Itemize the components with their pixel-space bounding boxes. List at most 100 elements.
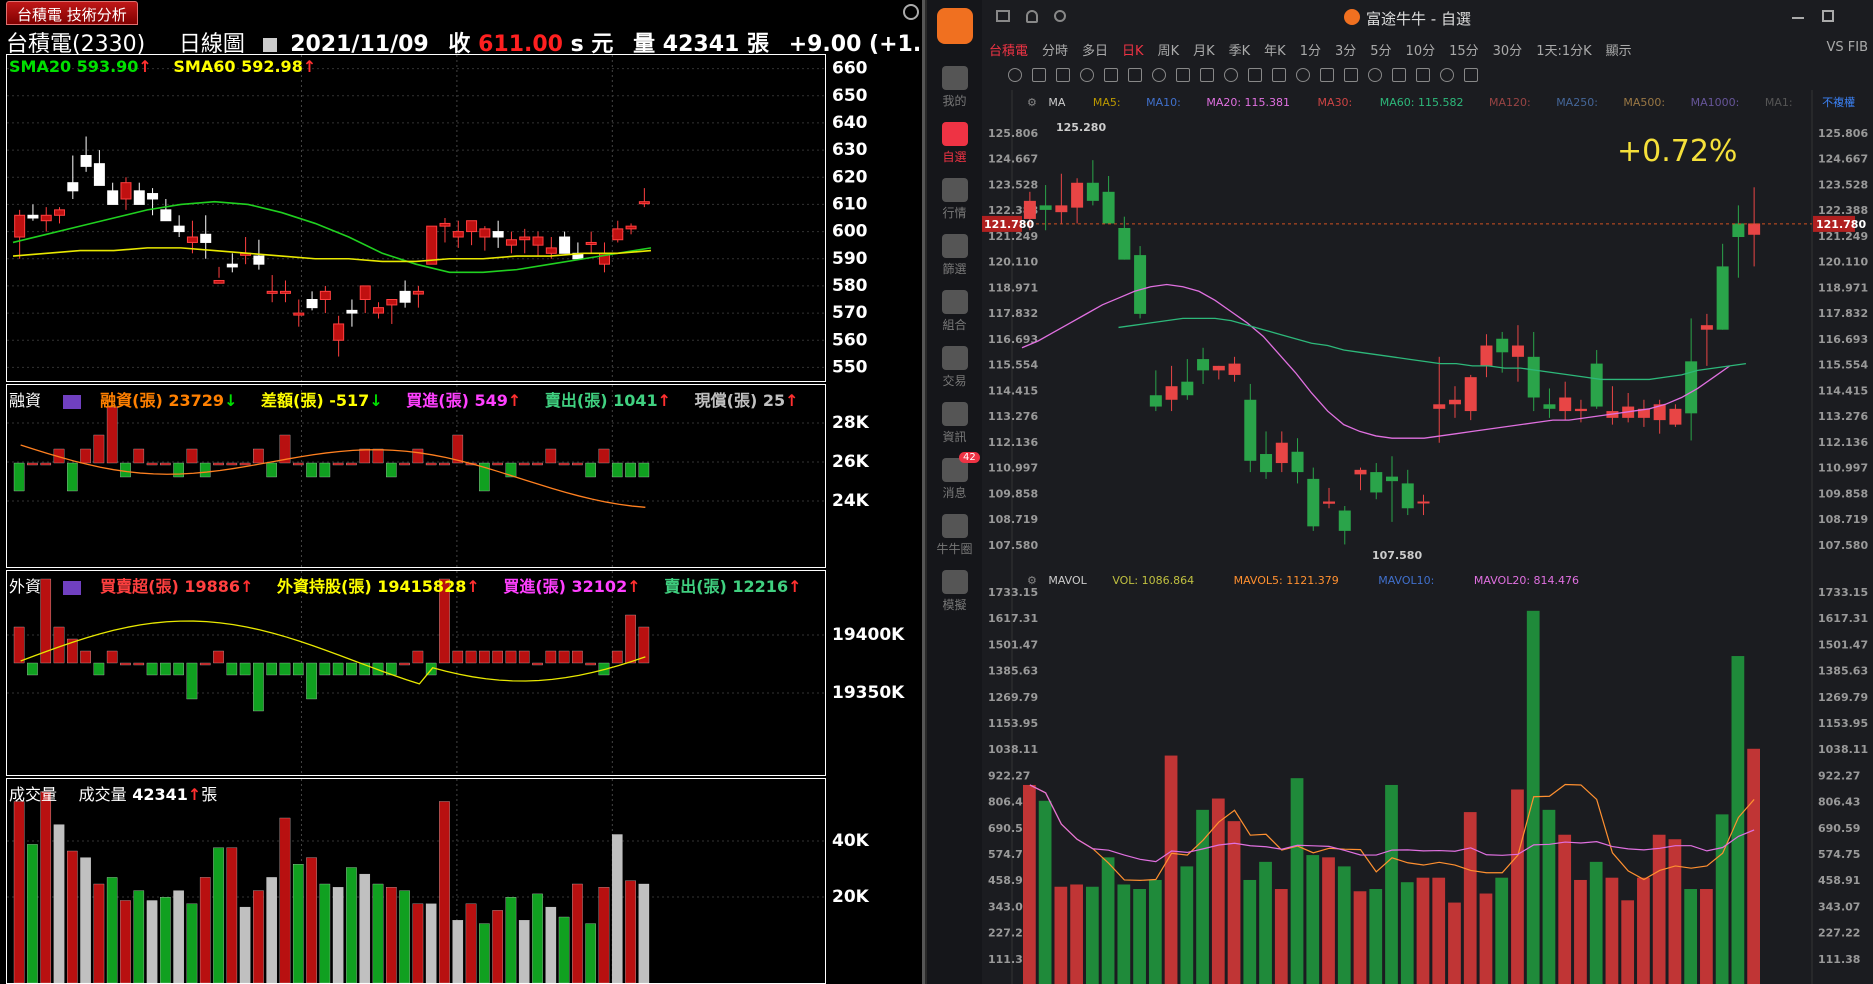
volume-bar	[1416, 877, 1430, 984]
nav-item-4[interactable]: 組合	[927, 290, 982, 333]
bar	[638, 626, 650, 664]
period-tab[interactable]: 3分	[1334, 44, 1357, 59]
nav-item-1[interactable]: 自選	[927, 122, 982, 165]
list-icon[interactable]	[62, 580, 81, 595]
volume-pane: 成交量 成交量 42341↑張	[6, 778, 826, 984]
bar	[253, 662, 264, 712]
draw-tool-icon[interactable]	[1200, 68, 1214, 82]
volume-bar	[1511, 789, 1524, 984]
draw-tool-icon[interactable]	[1008, 68, 1022, 82]
draw-tool-icon[interactable]	[1224, 68, 1238, 82]
volume-legend: 成交量 成交量 42341↑張	[9, 781, 217, 805]
y-tick-label-right: 125.806	[1818, 127, 1868, 140]
period-tab[interactable]: 1天:1分K	[1536, 44, 1592, 59]
tab-tech-analysis[interactable]: 台積電 技術分析	[6, 1, 138, 25]
candle-body	[1134, 255, 1147, 314]
bar	[40, 462, 52, 466]
period-tab[interactable]: 10分	[1405, 44, 1436, 59]
bar	[213, 650, 224, 664]
futu-panel: 我的 自選 行情 篩選 組合 交易 資訊 消息 42 牛牛圈 模擬 富途牛牛 - 自選 台積電 分時多…	[925, 0, 1873, 984]
volume-bar	[1180, 866, 1194, 984]
margin-buy-label: 買進(張)	[406, 391, 469, 410]
bell-icon[interactable]	[1026, 10, 1038, 23]
period-tab[interactable]: 30分	[1492, 44, 1523, 59]
draw-tool-icon[interactable]	[1416, 68, 1430, 82]
vs-compare[interactable]: VS FIB	[1826, 40, 1868, 55]
period-tab[interactable]: 分時	[1042, 44, 1069, 59]
nav-item-6[interactable]: 資訊	[927, 402, 982, 445]
draw-tool-icon[interactable]	[1272, 68, 1286, 82]
draw-tool-icon[interactable]	[1152, 68, 1166, 82]
candle-body	[492, 231, 504, 238]
nav-item-2[interactable]: 行情	[927, 178, 982, 221]
nav-item-3[interactable]: 篩選	[927, 234, 982, 277]
draw-tool-icon[interactable]	[1056, 68, 1070, 82]
reweight-toggle[interactable]: 不複權	[1822, 96, 1856, 109]
bar	[106, 650, 118, 664]
margin-title: 融資	[9, 391, 42, 410]
draw-tool-icon[interactable]	[1032, 68, 1046, 82]
draw-tool-icon[interactable]	[1464, 68, 1478, 82]
period-tab[interactable]: 5分	[1370, 44, 1392, 59]
draw-tool-icon[interactable]	[1368, 68, 1382, 82]
settings-icon[interactable]: ⚙	[1027, 96, 1037, 109]
volume-bar	[239, 906, 251, 983]
nav-item-9[interactable]: 模擬	[927, 570, 982, 613]
bar	[186, 662, 198, 700]
volume-bar	[1322, 857, 1335, 984]
period-tab[interactable]: 顯示	[1605, 44, 1632, 59]
candle-body	[1086, 182, 1099, 201]
volume-bar	[532, 893, 543, 983]
draw-tool-icon[interactable]	[1104, 68, 1118, 82]
candle-body	[279, 290, 291, 294]
period-tab[interactable]: 月K	[1193, 44, 1215, 59]
list-icon[interactable]	[62, 394, 81, 409]
nav-item-5[interactable]: 交易	[927, 346, 982, 389]
ma1-label: MA1:	[1764, 96, 1793, 109]
nav-item-7[interactable]: 消息 42	[927, 452, 982, 501]
logo-small-icon	[1344, 9, 1360, 25]
nav-item-8[interactable]: 牛牛圈	[927, 514, 982, 557]
period-tab[interactable]: 日K	[1122, 44, 1144, 59]
search-icon[interactable]	[1054, 10, 1066, 22]
period-tab[interactable]: 多日	[1082, 44, 1109, 59]
volume-bar	[253, 890, 264, 983]
draw-tool-icon[interactable]	[1176, 68, 1190, 82]
draw-tool-icon[interactable]	[1392, 68, 1406, 82]
draw-tool-icon[interactable]	[1296, 68, 1310, 82]
y-tick-label-right: 1501.47	[1818, 638, 1868, 651]
period-tab[interactable]: 1分	[1299, 44, 1321, 59]
bar	[638, 462, 650, 478]
period-tab[interactable]: 季K	[1228, 44, 1251, 59]
minimize-icon[interactable]	[1792, 17, 1804, 19]
period-tab[interactable]: 15分	[1449, 44, 1479, 59]
period-tab[interactable]: 周K	[1157, 44, 1180, 59]
dropdown-icon[interactable]	[262, 38, 277, 52]
draw-tool-icon[interactable]	[1344, 68, 1358, 82]
nav-item-0[interactable]: 我的	[927, 66, 982, 109]
ma-select[interactable]: MA	[1048, 96, 1066, 109]
y-tick-label-right: 115.554	[1818, 359, 1868, 372]
zoom-icon[interactable]	[903, 4, 919, 20]
app-logo[interactable]	[937, 8, 973, 44]
nav-label: 我的	[942, 94, 967, 108]
mavol-select[interactable]: MAVOL	[1048, 574, 1087, 587]
period-tab[interactable]: 台積電	[989, 44, 1029, 59]
volume-bar	[518, 920, 530, 983]
draw-tool-icon[interactable]	[1320, 68, 1334, 82]
bar	[199, 462, 211, 478]
maximize-icon[interactable]	[1822, 10, 1834, 22]
draw-tool-icon[interactable]	[1440, 68, 1454, 82]
candle-body	[1291, 451, 1304, 473]
settings-icon[interactable]: ⚙	[1027, 574, 1037, 587]
draw-tool-icon[interactable]	[1080, 68, 1094, 82]
menu-icon[interactable]	[996, 10, 1010, 22]
period-tab[interactable]: 年K	[1264, 44, 1286, 59]
candle-body	[27, 214, 39, 219]
splitter[interactable]	[922, 0, 925, 984]
draw-tool-icon[interactable]	[1128, 68, 1142, 82]
volume-bar	[1684, 889, 1698, 984]
sma20-value: 593.90	[76, 57, 139, 76]
draw-tool-icon[interactable]	[1248, 68, 1262, 82]
bar	[93, 662, 105, 676]
